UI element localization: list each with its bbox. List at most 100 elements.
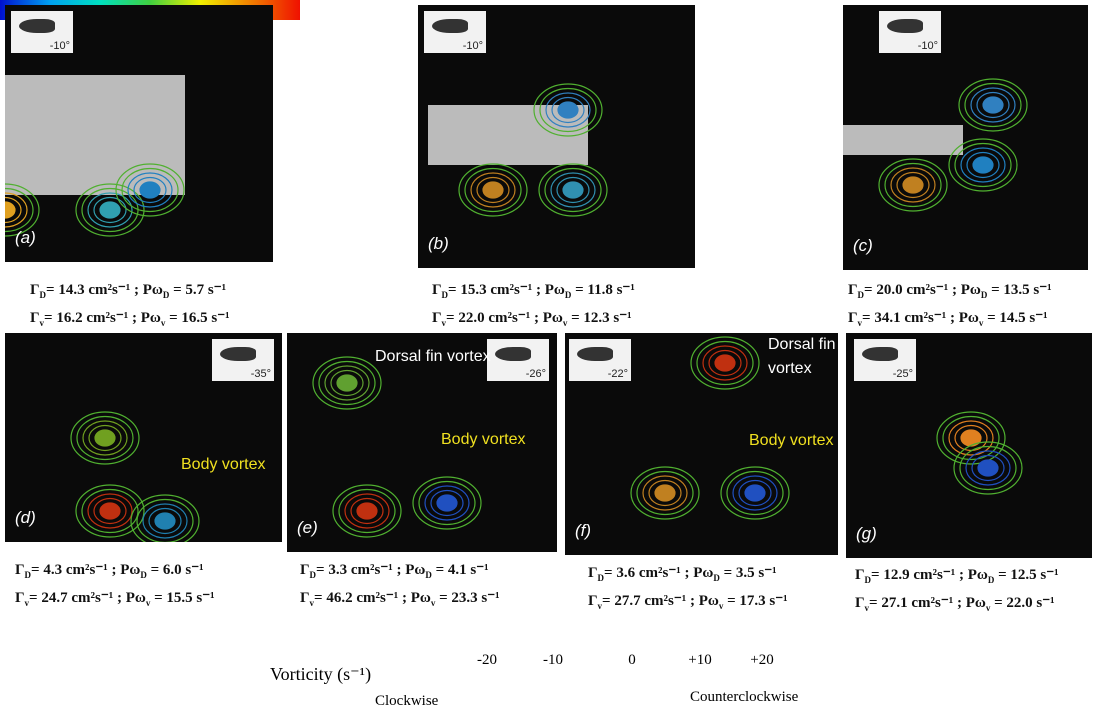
fish-icon xyxy=(862,347,898,361)
caption-line: ΓD= 12.9 cm²s⁻¹ ; PωD = 12.5 s⁻¹ xyxy=(855,564,1059,592)
fish-icon xyxy=(887,19,923,33)
vorticity-contour xyxy=(155,513,175,529)
fish-icon xyxy=(495,347,531,361)
caption-line: Γv= 22.0 cm²s⁻¹ ; Pωv = 12.3 s⁻¹ xyxy=(432,307,635,335)
caption: ΓD= 14.3 cm²s⁻¹ ; PωD = 5.7 s⁻¹Γv= 16.2 … xyxy=(30,279,230,335)
caption-part: = 15.5 s⁻¹ xyxy=(150,590,214,606)
caption-part: = 6.0 s⁻¹ xyxy=(147,562,204,578)
caption-part: = 15.3 cm²s⁻¹ ; Pω xyxy=(448,282,565,298)
panel-label: (g) xyxy=(856,524,877,544)
caption-part: Γ xyxy=(855,595,865,611)
caption-part: = 14.5 s⁻¹ xyxy=(983,310,1047,326)
image-panel: -10° (a) xyxy=(5,5,273,262)
colorbar-title: Vorticity (s⁻¹) xyxy=(270,664,371,685)
colorbar-tick: -20 xyxy=(477,652,497,669)
fish-icon xyxy=(432,19,468,33)
colorbar-tick: -10 xyxy=(543,652,563,669)
caption-part: = 3.3 cm²s⁻¹ ; Pω xyxy=(316,562,425,578)
caption-line: ΓD= 4.3 cm²s⁻¹ ; PωD = 6.0 s⁻¹ xyxy=(15,559,215,587)
caption-part: = 46.2 cm²s⁻¹ ; Pω xyxy=(314,590,431,606)
angle-label: -10° xyxy=(463,40,483,52)
vorticity-contour xyxy=(745,485,765,501)
image-panel: -22°(f)Dorsal fin vortexBody vortex xyxy=(565,333,838,555)
image-panel: -25° (g) xyxy=(846,333,1092,558)
vorticity-contour xyxy=(715,355,735,371)
vorticity-contour xyxy=(983,97,1003,113)
vorticity-contour xyxy=(100,202,120,218)
colorbar-left-label: Clockwise xyxy=(375,693,438,710)
orientation-inset: -25° xyxy=(854,339,916,381)
panel-label: (b) xyxy=(428,234,449,254)
panel-label: (f) xyxy=(575,521,591,541)
panel-label: (a) xyxy=(15,228,36,248)
caption-part: = 3.5 s⁻¹ xyxy=(720,565,777,581)
angle-label: -26° xyxy=(526,368,546,380)
image-panel: -26°(e)Dorsal fin vortexBody vortex xyxy=(287,333,557,552)
caption-part: = 5.7 s⁻¹ xyxy=(169,282,226,298)
panel-label: (e) xyxy=(297,518,318,538)
caption-part: = 14.3 cm²s⁻¹ ; Pω xyxy=(46,282,163,298)
orientation-inset: -10° xyxy=(11,11,73,53)
caption-part: Γ xyxy=(432,282,442,298)
vorticity-contour xyxy=(337,375,357,391)
angle-label: -10° xyxy=(50,40,70,52)
colorbar-tick: +10 xyxy=(688,652,711,669)
caption-line: ΓD= 3.3 cm²s⁻¹ ; PωD = 4.1 s⁻¹ xyxy=(300,559,500,587)
orientation-inset: -10° xyxy=(424,11,486,53)
fish-body xyxy=(843,125,963,155)
caption-part: Γ xyxy=(432,310,442,326)
fish-icon xyxy=(220,347,256,361)
caption-line: ΓD= 15.3 cm²s⁻¹ ; PωD = 11.8 s⁻¹ xyxy=(432,279,635,307)
annotation: Body vortex xyxy=(181,453,265,477)
caption-part: = 27.7 cm²s⁻¹ ; Pω xyxy=(602,593,719,609)
panel-label: (c) xyxy=(853,236,873,256)
caption-part: Γ xyxy=(848,310,858,326)
caption-part: = 4.3 cm²s⁻¹ ; Pω xyxy=(31,562,140,578)
caption-part: = 12.9 cm²s⁻¹ ; Pω xyxy=(871,567,988,583)
vorticity-contour xyxy=(558,102,578,118)
orientation-inset: -22° xyxy=(569,339,631,381)
caption-part: = 13.5 s⁻¹ xyxy=(987,282,1051,298)
caption: ΓD= 20.0 cm²s⁻¹ ; PωD = 13.5 s⁻¹Γv= 34.1… xyxy=(848,279,1052,335)
fish-body xyxy=(5,75,185,195)
caption-part: = 27.1 cm²s⁻¹ ; Pω xyxy=(869,595,986,611)
orientation-inset: -10° xyxy=(879,11,941,53)
caption-part: = 23.3 s⁻¹ xyxy=(435,590,499,606)
fish-icon xyxy=(577,347,613,361)
angle-label: -22° xyxy=(608,368,628,380)
caption-line: ΓD= 14.3 cm²s⁻¹ ; PωD = 5.7 s⁻¹ xyxy=(30,279,230,307)
caption-part: Γ xyxy=(300,590,310,606)
vorticity-contour xyxy=(655,485,675,501)
vorticity-contour xyxy=(563,182,583,198)
caption-part: Γ xyxy=(848,282,858,298)
vorticity-contour xyxy=(978,460,998,476)
caption-part: = 12.5 s⁻¹ xyxy=(994,567,1058,583)
caption-line: Γv= 34.1 cm²s⁻¹ ; Pωv = 14.5 s⁻¹ xyxy=(848,307,1052,335)
angle-label: -25° xyxy=(893,368,913,380)
orientation-inset: -26° xyxy=(487,339,549,381)
caption: ΓD= 12.9 cm²s⁻¹ ; PωD = 12.5 s⁻¹Γv= 27.1… xyxy=(855,564,1059,620)
annotation: Dorsal fin vortex xyxy=(375,345,495,369)
caption-part: Γ xyxy=(300,562,310,578)
caption-part: = 20.0 cm²s⁻¹ ; Pω xyxy=(864,282,981,298)
colorbar-tick: 0 xyxy=(628,652,636,669)
vorticity-contour xyxy=(100,503,120,519)
vorticity-contour xyxy=(483,182,503,198)
caption-line: Γv= 24.7 cm²s⁻¹ ; Pωv = 15.5 s⁻¹ xyxy=(15,587,215,615)
vorticity-contour xyxy=(437,495,457,511)
caption-part: Γ xyxy=(15,562,25,578)
caption-line: Γv= 27.1 cm²s⁻¹ ; Pωv = 22.0 s⁻¹ xyxy=(855,592,1059,620)
figure-page: {"panels": [ {"label": "(a)", "angle": "… xyxy=(0,0,1098,713)
caption-part: = 16.5 s⁻¹ xyxy=(165,310,229,326)
caption-line: ΓD= 3.6 cm²s⁻¹ ; PωD = 3.5 s⁻¹ xyxy=(588,562,788,590)
caption-part: = 3.6 cm²s⁻¹ ; Pω xyxy=(604,565,713,581)
caption-part: = 24.7 cm²s⁻¹ ; Pω xyxy=(29,590,146,606)
caption-line: ΓD= 20.0 cm²s⁻¹ ; PωD = 13.5 s⁻¹ xyxy=(848,279,1052,307)
caption-part: = 34.1 cm²s⁻¹ ; Pω xyxy=(862,310,979,326)
angle-label: -10° xyxy=(918,40,938,52)
panel-label: (d) xyxy=(15,508,36,528)
caption-line: Γv= 46.2 cm²s⁻¹ ; Pωv = 23.3 s⁻¹ xyxy=(300,587,500,615)
caption-line: Γv= 16.2 cm²s⁻¹ ; Pωv = 16.5 s⁻¹ xyxy=(30,307,230,335)
